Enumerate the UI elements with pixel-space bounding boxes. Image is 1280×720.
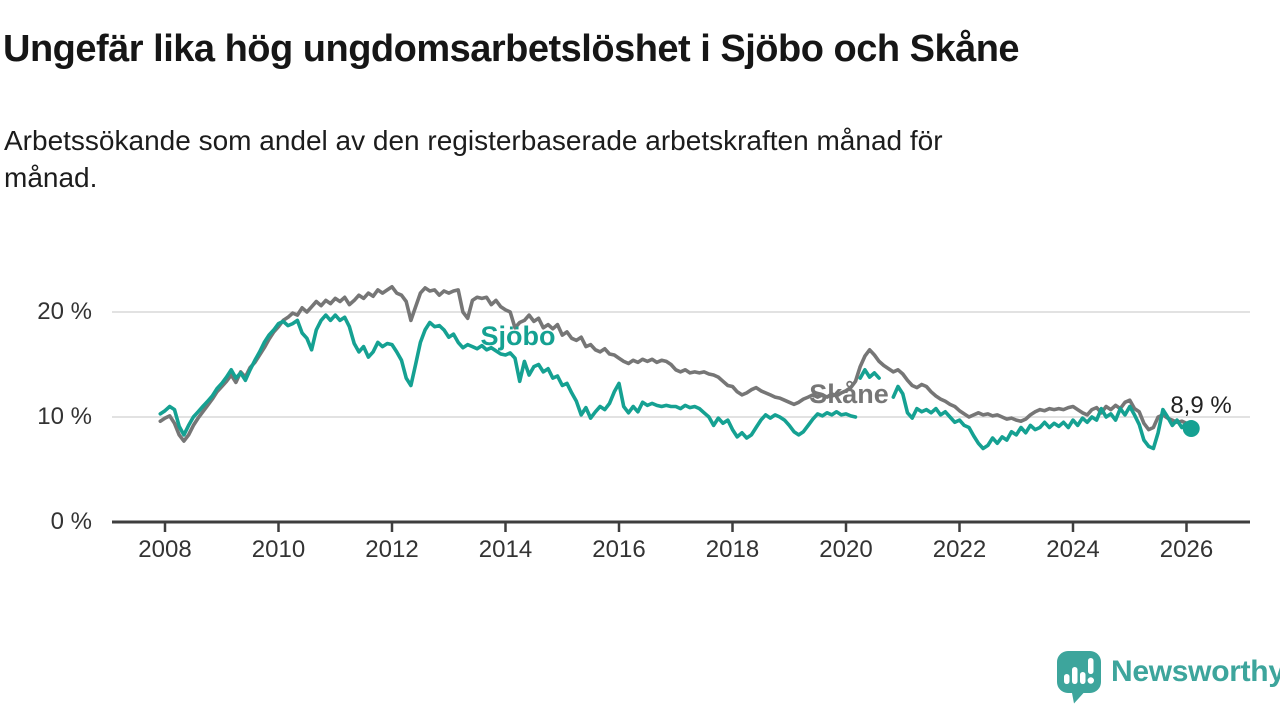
x-tick-label: 2014 bbox=[478, 536, 533, 563]
y-tick-label: 10 % bbox=[37, 403, 92, 430]
x-tick-label: 2010 bbox=[251, 536, 306, 563]
x-tick-label: 2024 bbox=[1046, 536, 1100, 563]
y-tick-label: 0 % bbox=[50, 508, 92, 535]
sjbo-line bbox=[858, 368, 881, 380]
series-label-skane: Skåne bbox=[809, 379, 889, 409]
sjbo-line bbox=[158, 313, 858, 440]
x-tick-label: 2026 bbox=[1159, 536, 1214, 563]
latest-point-dot bbox=[1182, 420, 1200, 438]
skne-line bbox=[158, 285, 1189, 443]
x-tick-label: 2020 bbox=[819, 536, 873, 563]
chart-subtitle-line2: månad. bbox=[4, 162, 98, 193]
chart-title: Ungefär lika hög ungdomsarbetslöshet i S… bbox=[3, 28, 1020, 70]
newsworthy-logo-text: Newsworthy bbox=[1111, 655, 1280, 688]
x-tick-label: 2008 bbox=[138, 536, 192, 563]
x-tick-label: 2012 bbox=[365, 536, 419, 563]
sjbo-line bbox=[891, 384, 1193, 451]
series-label-sjobo: Sjöbo bbox=[480, 321, 556, 351]
x-tick-label: 2022 bbox=[932, 536, 987, 563]
newsworthy-logo: Newsworthy bbox=[1055, 649, 1280, 704]
x-tick-label: 2016 bbox=[592, 536, 646, 563]
chart-subtitle-line1: Arbetssökande som andel av den registerb… bbox=[4, 125, 943, 156]
latest-value-label: 8,9 % bbox=[1170, 392, 1232, 419]
chart-subtitle: Arbetssökande som andel av den registerb… bbox=[4, 122, 1214, 196]
newsworthy-logo-icon bbox=[1057, 651, 1101, 704]
x-tick-label: 2018 bbox=[705, 536, 760, 563]
y-tick-label: 20 % bbox=[37, 298, 92, 325]
